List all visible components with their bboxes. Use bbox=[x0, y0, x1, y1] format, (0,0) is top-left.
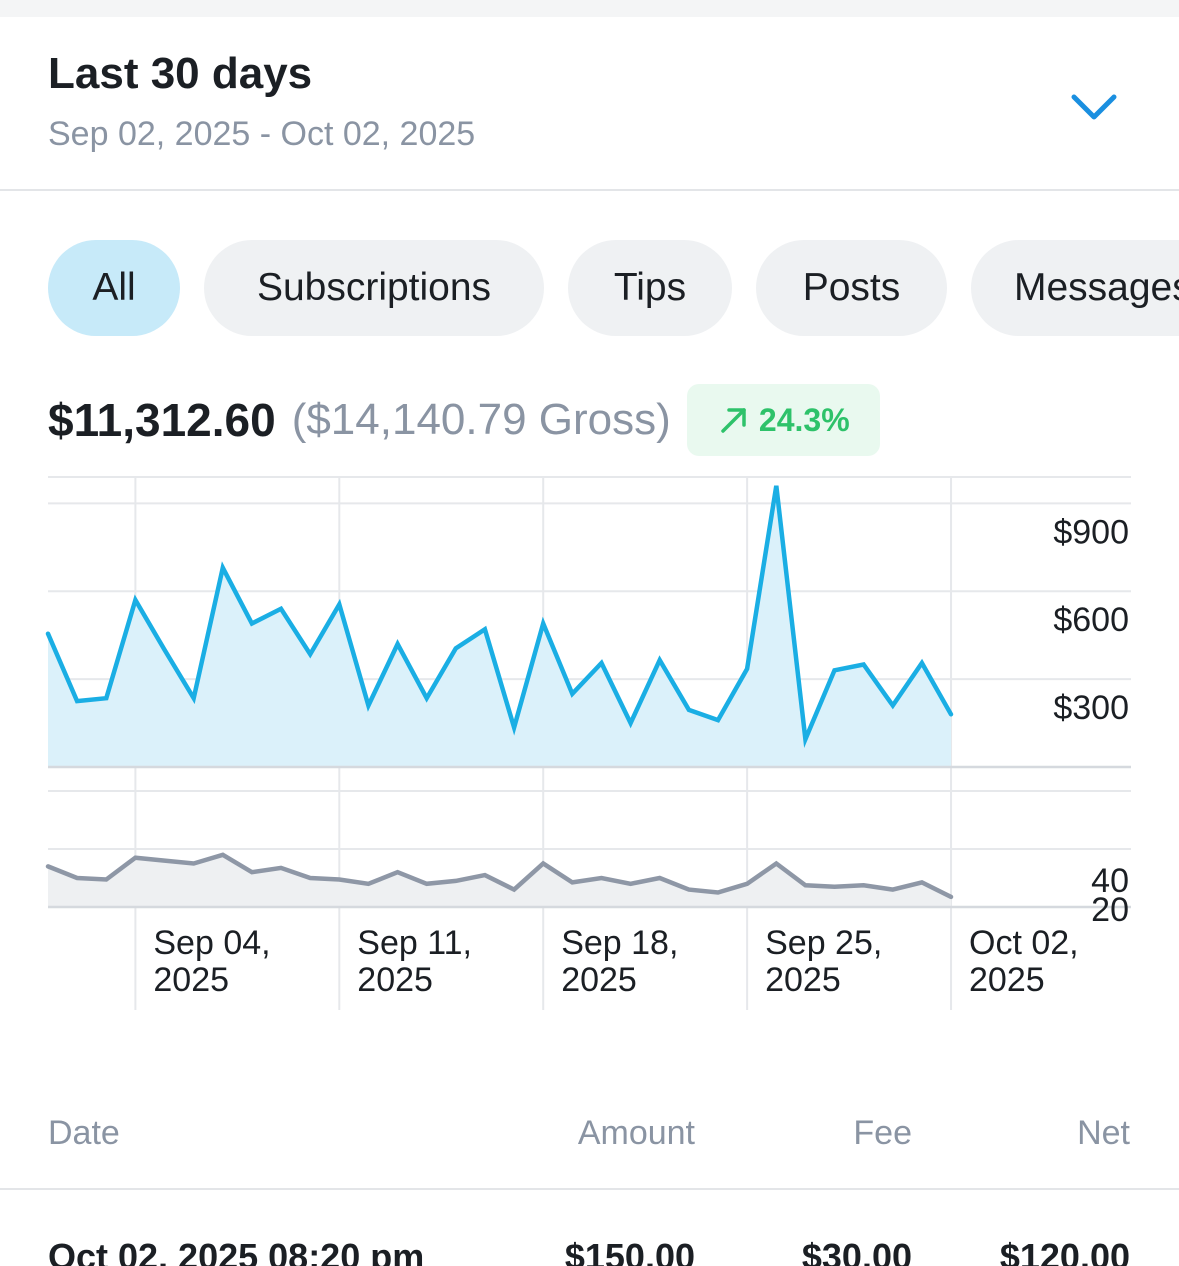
x-tick-label: 2025 bbox=[357, 961, 433, 999]
column-header-date[interactable]: Date bbox=[48, 1114, 120, 1152]
column-header-fee[interactable]: Fee bbox=[853, 1114, 912, 1152]
table-header: Date Amount Fee Net bbox=[0, 1108, 1179, 1190]
table-row[interactable]: Oct 02, 2025 08:20 pm $150.00 $30.00 $12… bbox=[0, 1190, 1179, 1266]
filter-tab-tips[interactable]: Tips bbox=[568, 240, 732, 336]
filter-tab-messages[interactable]: Messages bbox=[971, 240, 1179, 336]
period-title: Last 30 days bbox=[48, 49, 313, 98]
top-strip bbox=[0, 0, 1179, 17]
filter-tab-posts[interactable]: Posts bbox=[756, 240, 947, 336]
count-series-area bbox=[48, 854, 951, 907]
y-tick-label: $300 bbox=[1053, 689, 1129, 727]
row-date: Oct 02, 2025 08:20 pm bbox=[48, 1236, 425, 1266]
earnings-series-area bbox=[48, 485, 951, 767]
earnings-summary: $11,312.60 ($14,140.79 Gross) 24.3% bbox=[48, 384, 880, 456]
x-tick-label: 2025 bbox=[153, 961, 229, 999]
x-tick-label: Sep 04, bbox=[153, 924, 270, 962]
row-amount: $150.00 bbox=[564, 1236, 695, 1266]
net-total: $11,312.60 bbox=[48, 394, 276, 446]
filter-tab-all[interactable]: All bbox=[48, 240, 180, 336]
column-header-net[interactable]: Net bbox=[1077, 1114, 1130, 1152]
column-header-amount[interactable]: Amount bbox=[577, 1114, 695, 1152]
x-tick-label: Sep 18, bbox=[561, 924, 678, 962]
x-tick-label: Oct 02, bbox=[969, 924, 1079, 962]
y-tick-label: $600 bbox=[1053, 601, 1129, 639]
x-tick-label: Sep 11, bbox=[357, 924, 472, 962]
y-tick-label: $900 bbox=[1053, 513, 1129, 551]
change-percent: 24.3% bbox=[758, 401, 850, 438]
filter-tab-subscriptions[interactable]: Subscriptions bbox=[204, 240, 544, 336]
x-tick-label: 2025 bbox=[561, 961, 637, 999]
period-date-range: Sep 02, 2025 - Oct 02, 2025 bbox=[48, 115, 476, 153]
period-selector[interactable]: Last 30 days Sep 02, 2025 - Oct 02, 2025 bbox=[0, 17, 1179, 191]
row-net: $120.00 bbox=[999, 1236, 1130, 1266]
change-badge: 24.3% bbox=[686, 384, 880, 456]
earnings-series-line bbox=[45, 485, 954, 748]
row-fee: $30.00 bbox=[801, 1236, 912, 1266]
count-series-line bbox=[45, 852, 954, 900]
y-tick-label: 20 bbox=[1091, 891, 1129, 929]
filter-tabs: All Subscriptions Tips Posts Messages bbox=[0, 240, 1179, 336]
chevron-down-icon[interactable] bbox=[1066, 85, 1122, 125]
gross-total: ($14,140.79 Gross) bbox=[291, 395, 671, 444]
x-tick-label: Sep 25, bbox=[765, 924, 882, 962]
x-tick-label: 2025 bbox=[969, 961, 1045, 999]
y-tick-label: 40 bbox=[1091, 862, 1129, 900]
arrow-up-right-icon bbox=[721, 408, 746, 433]
x-tick-label: 2025 bbox=[765, 961, 841, 999]
